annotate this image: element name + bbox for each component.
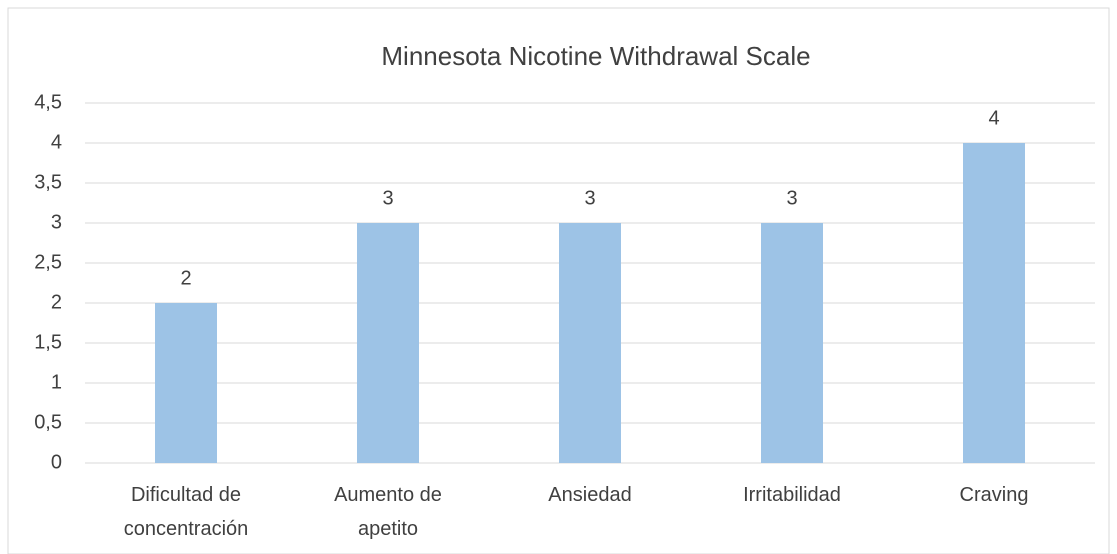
x-tick-label: Aumento de apetito <box>334 484 442 540</box>
y-tick-label: 3,5 <box>34 171 62 193</box>
y-tick-label: 1,5 <box>34 331 62 353</box>
bar <box>357 223 419 463</box>
bar <box>963 143 1025 463</box>
y-tick-label: 0,5 <box>34 411 62 433</box>
y-tick-label: 3 <box>51 211 62 233</box>
chart-title: Minnesota Nicotine Withdrawal Scale <box>381 41 810 71</box>
bar <box>559 223 621 463</box>
data-label: 3 <box>382 187 393 209</box>
y-tick-label: 2,5 <box>34 251 62 273</box>
y-tick-label: 4,5 <box>34 91 62 113</box>
y-tick-label: 4 <box>51 131 62 153</box>
y-tick-label: 2 <box>51 291 62 313</box>
x-tick-label: Craving <box>960 484 1029 506</box>
x-tick-label: Ansiedad <box>548 484 631 506</box>
bar <box>155 303 217 463</box>
y-tick-label: 0 <box>51 451 62 473</box>
x-tick-label: Irritabilidad <box>743 484 841 506</box>
bar <box>761 223 823 463</box>
y-tick-label: 1 <box>51 371 62 393</box>
data-label: 4 <box>988 107 999 129</box>
chart-frame <box>7 7 1110 554</box>
data-label: 3 <box>786 187 797 209</box>
x-tick-label: Dificultad de concentración <box>124 484 249 540</box>
data-label: 2 <box>180 267 191 289</box>
data-label: 3 <box>584 187 595 209</box>
